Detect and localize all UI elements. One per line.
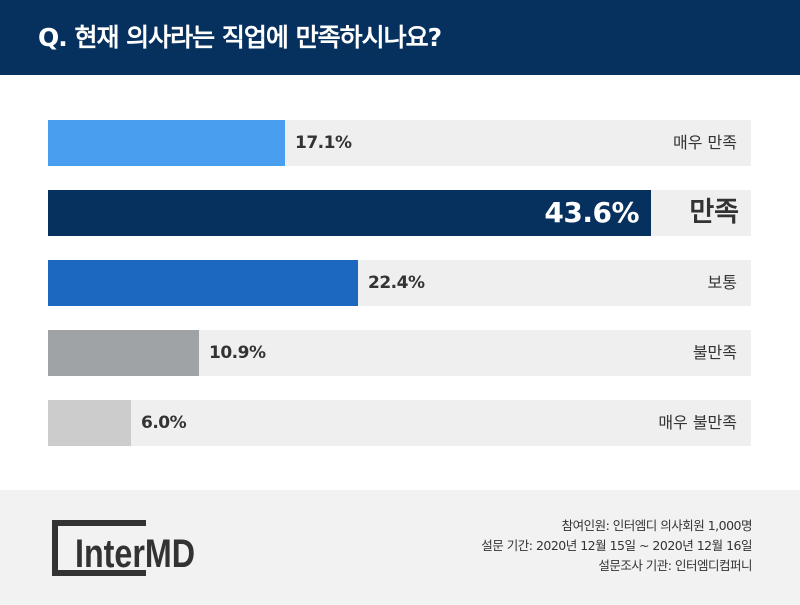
bar-row: 43.6% 만족 bbox=[48, 190, 751, 236]
bar bbox=[48, 330, 199, 376]
category-label: 매우 불만족 bbox=[658, 413, 737, 432]
header: Q. 현재 의사라는 직업에 만족하시나요? bbox=[0, 0, 800, 75]
data-label: 22.4% bbox=[368, 273, 425, 293]
category-label: 불만족 bbox=[692, 343, 737, 362]
note-organization: 설문조사 기관: 인터엠디컴퍼니 bbox=[598, 558, 752, 573]
data-label: 17.1% bbox=[295, 133, 352, 153]
note-period: 설문 기간: 2020년 12월 15일 ~ 2020년 12월 16일 bbox=[481, 538, 752, 553]
bar bbox=[48, 120, 285, 166]
footer: InterMD 참여인원: 인터엠디 의사회원 1,000명 설문 기간: 20… bbox=[0, 490, 800, 605]
category-label: 매우 만족 bbox=[673, 133, 737, 152]
bar-row: 6.0% 매우 불만족 bbox=[48, 400, 751, 446]
data-label: 6.0% bbox=[141, 413, 187, 433]
svg-text:InterMD: InterMD bbox=[75, 532, 195, 576]
bar bbox=[48, 260, 358, 306]
data-label: 10.9% bbox=[209, 343, 266, 363]
bar-row: 10.9% 불만족 bbox=[48, 330, 751, 376]
category-label: 보통 bbox=[707, 273, 737, 292]
intermd-logo: InterMD bbox=[52, 520, 195, 576]
data-label: 43.6% bbox=[544, 196, 639, 229]
survey-notes: 참여인원: 인터엠디 의사회원 1,000명 설문 기간: 2020년 12월 … bbox=[481, 516, 752, 576]
bar bbox=[48, 400, 131, 446]
bar-row: 22.4% 보통 bbox=[48, 260, 751, 306]
bar-row: 17.1% 매우 만족 bbox=[48, 120, 751, 166]
page-title: Q. 현재 의사라는 직업에 만족하시나요? bbox=[38, 23, 442, 52]
bar bbox=[48, 190, 651, 236]
category-label: 만족 bbox=[689, 197, 739, 228]
note-participants: 참여인원: 인터엠디 의사회원 1,000명 bbox=[561, 518, 753, 533]
